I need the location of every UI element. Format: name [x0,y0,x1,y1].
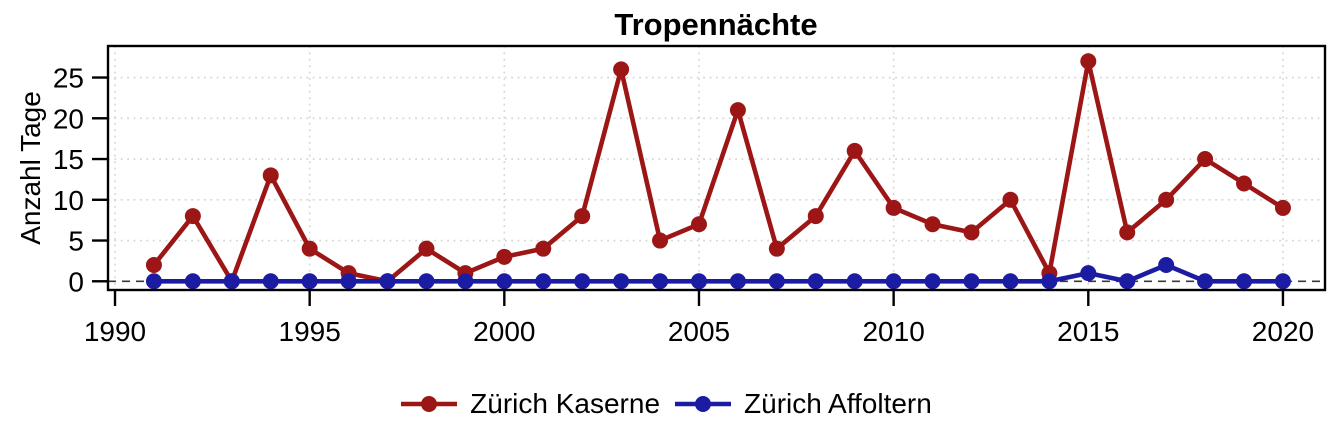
x-tick-label: 1990 [84,316,146,347]
data-point [652,232,669,249]
data-point [223,273,240,290]
data-point [690,273,707,290]
data-point [846,273,863,290]
data-point [301,240,318,257]
data-point [807,273,824,290]
data-point [1041,273,1058,290]
data-point [652,273,669,290]
data-point [729,273,746,290]
data-point [846,142,863,159]
legend-marker-kaserne-icon [401,396,458,412]
legend-item-affoltern: Zürich Affoltern [674,388,932,420]
series-line [151,58,1286,284]
data-point [963,224,980,241]
data-point [457,273,474,290]
data-point [262,273,279,290]
data-point [574,208,591,225]
data-point [924,273,941,290]
data-point [418,240,435,257]
data-point [1197,273,1214,290]
data-point [379,273,396,290]
legend: Zürich Kaserne Zürich Affoltern [0,388,1332,420]
legend-item-kaserne: Zürich Kaserne [400,388,660,420]
y-tick-label: 25 [53,63,84,94]
legend-label-affoltern: Zürich Affoltern [744,388,932,419]
data-point [1236,175,1253,192]
y-tick-label: 10 [53,185,84,216]
y-tick-label: 15 [53,144,84,175]
data-point [1119,224,1136,241]
data-point [1080,265,1097,282]
data-point [885,273,902,290]
data-point [613,61,630,78]
data-point [1158,191,1175,208]
axes-layer: 1990 1995 2000 2005 2010 2015 2020 0 5 10 15 20 25 [53,44,1327,347]
data-point [1158,256,1175,273]
data-point [1119,273,1136,290]
data-series-layer [145,53,1291,290]
legend-marker-affoltern-icon [675,396,732,412]
data-point [690,216,707,233]
data-point [340,273,357,290]
data-point [1274,273,1291,290]
data-point [807,208,824,225]
x-tick-label: 2010 [862,316,924,347]
data-point [184,273,201,290]
x-tick-label: 2020 [1252,316,1314,347]
data-point [768,240,785,257]
chart-title: Tropennächte [614,7,817,42]
y-tick-label: 5 [68,226,84,257]
legend-dot-affoltern [695,396,712,412]
data-point [496,248,513,265]
series-z-rich-kaserne [145,53,1291,290]
data-point [535,240,552,257]
data-point [418,273,435,290]
data-point [535,273,552,290]
data-point [1002,273,1019,290]
data-point [145,256,162,273]
data-point [729,102,746,119]
x-tick-label: 2005 [668,316,730,347]
data-point [574,273,591,290]
data-point [145,273,162,290]
y-axis-label: Anzahl Tage [15,91,46,245]
data-point [1080,53,1097,70]
plot-frame [106,44,1327,292]
data-point [1197,151,1214,168]
data-point [963,273,980,290]
data-point [184,208,201,225]
x-tick-label: 2000 [473,316,535,347]
gridlines [108,46,1325,290]
y-tick-label: 0 [68,266,84,297]
legend-dot-kaserne [421,396,438,412]
data-point [613,273,630,290]
data-point [768,273,785,290]
data-point [496,273,513,290]
x-tick-label: 2015 [1057,316,1119,347]
data-point [262,167,279,184]
data-point [885,199,902,216]
data-point [1002,191,1019,208]
data-point [1274,199,1291,216]
series-line [151,262,1286,284]
data-point [301,273,318,290]
series-z-rich-affoltern [145,256,1291,290]
legend-label-kaserne: Zürich Kaserne [470,388,661,419]
x-tick-label: 1995 [279,316,341,347]
y-tick-label: 20 [53,103,84,134]
data-point [1236,273,1253,290]
data-point [924,216,941,233]
